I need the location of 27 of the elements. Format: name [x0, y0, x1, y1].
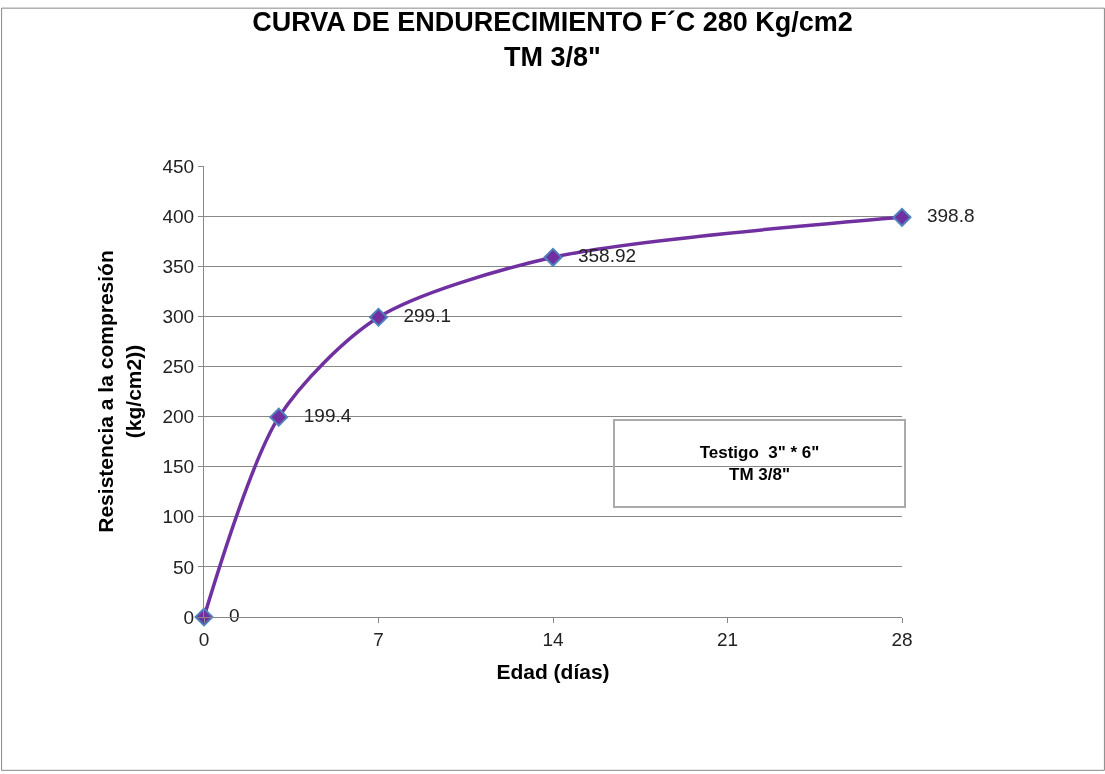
y-tick-label: 100 [162, 506, 195, 528]
x-tick-label: 28 [891, 628, 913, 650]
y-tick-label: 150 [162, 456, 195, 478]
y-tick-label: 400 [162, 205, 195, 227]
x-tick-label: 14 [542, 628, 564, 650]
y-tick-label: 0 [183, 606, 195, 628]
chart-title: CURVA DE ENDURECIMIENTO F´C 280 Kg/cm2 TM 3/8" [252, 6, 853, 73]
y-axis-title: Resistencia a la compresión (kg/cm2)) [94, 250, 145, 533]
point [543, 247, 563, 267]
point [269, 407, 289, 427]
annotation: Testigo 3" * 6" TM 3/8" [699, 443, 820, 485]
x-tick-label: 21 [716, 628, 739, 650]
y-tick-label: 200 [162, 406, 195, 428]
y-tick-label: 50 [173, 556, 195, 578]
x-tick-label: 7 [373, 628, 384, 650]
point [369, 307, 388, 327]
data-label: 299.1 [387, 304, 452, 326]
data-label: 358.92 [562, 245, 637, 267]
y-tick-label: 250 [162, 356, 195, 378]
point [892, 207, 912, 227]
y-tick-label: 450 [162, 155, 195, 177]
data-label: 398.8 [911, 205, 975, 227]
x-axis-title: Edad (días) [496, 660, 610, 683]
data-label: 199.4 [287, 404, 352, 426]
x-tick-label: 0 [198, 628, 210, 650]
y-tick-label: 350 [162, 255, 195, 277]
y-tick-label: 300 [162, 305, 195, 327]
